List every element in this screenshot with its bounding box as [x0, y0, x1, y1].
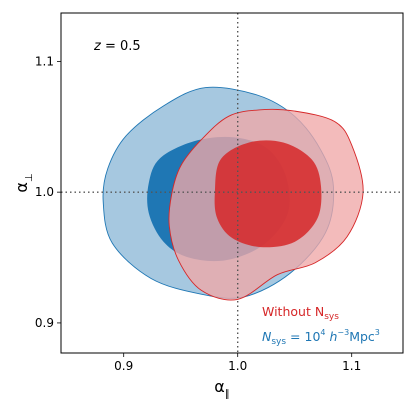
y-axis-title-sub: ⊥ — [24, 173, 35, 182]
legend-entry-nsys-exp: 4 — [320, 328, 325, 337]
legend-entry-without-nsys-sub: sys — [324, 312, 339, 322]
legend-entry-nsys-var: N — [262, 329, 272, 344]
legend-entry-nsys-hexp: −3 — [337, 328, 349, 337]
legend-entry-nsys-mpc: Mpc — [349, 329, 375, 344]
x-tick-label: 1.1 — [342, 359, 361, 373]
y-tick-label: 0.9 — [35, 316, 54, 330]
x-axis-title-base: α — [214, 377, 225, 396]
axis-ticks: 0.9 1.0 1.1 0.9 1.0 1.1 — [35, 54, 361, 373]
legend-entry-nsys-sub: sys — [271, 337, 286, 347]
y-axis-title-base: α — [12, 182, 31, 193]
red-contour-68 — [214, 140, 322, 248]
x-tick-label: 0.9 — [114, 359, 133, 373]
legend-entry-nsys-mpcexp: 3 — [375, 328, 380, 337]
legend-entry-without-nsys-text: Without N — [262, 304, 324, 319]
legend-entry-without-nsys: Without Nsys — [262, 304, 339, 322]
plot-frame — [60, 12, 404, 354]
plot-area — [102, 86, 364, 301]
legend-entry-nsys-eq: = 10 — [286, 329, 320, 344]
x-axis-title-sub: ∥ — [225, 389, 230, 400]
redshift-annotation-value: = 0.5 — [101, 39, 141, 54]
reference-lines — [61, 13, 403, 353]
y-axis-title: α⊥ — [12, 173, 35, 192]
x-axis-title: α∥ — [214, 377, 230, 400]
y-tick-label: 1.0 — [35, 185, 54, 199]
legend-entry-nsys-h: h — [326, 329, 338, 344]
x-tick-label: 1.0 — [228, 359, 247, 373]
y-tick-label: 1.1 — [35, 54, 54, 68]
redshift-annotation-var: z — [93, 39, 102, 54]
redshift-annotation: z = 0.5 — [93, 39, 141, 54]
legend-entry-nsys: Nsys = 104 h−3Mpc3 — [262, 328, 380, 347]
